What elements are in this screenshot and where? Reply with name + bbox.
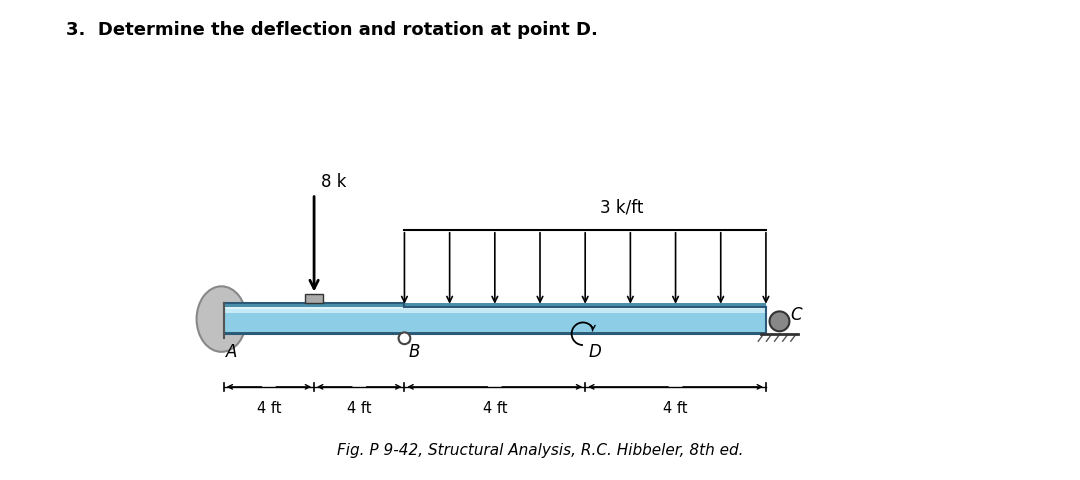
Text: 8 k: 8 k (321, 173, 347, 192)
Bar (305, 294, 323, 302)
Text: 3 k/ft: 3 k/ft (599, 198, 643, 216)
Text: Fig. P 9-42, Structural Analysis, R.C. Hibbeler, 8th ed.: Fig. P 9-42, Structural Analysis, R.C. H… (337, 443, 743, 457)
Bar (224, 332, 766, 334)
Bar (224, 307, 766, 332)
Bar (224, 307, 766, 309)
Text: 4 ft: 4 ft (663, 401, 688, 416)
Bar (404, 302, 766, 307)
Text: 4 ft: 4 ft (257, 401, 281, 416)
Ellipse shape (197, 286, 246, 352)
Text: C: C (791, 306, 802, 324)
Text: A: A (226, 343, 238, 361)
Bar (224, 307, 766, 313)
Circle shape (770, 312, 789, 331)
Text: 4 ft: 4 ft (483, 401, 508, 416)
Text: D: D (589, 343, 602, 361)
Bar (224, 302, 404, 307)
Bar (400, 334, 409, 342)
Text: B: B (409, 343, 420, 361)
Circle shape (399, 333, 410, 344)
Text: 4 ft: 4 ft (347, 401, 372, 416)
Text: 3.  Determine the deflection and rotation at point D.: 3. Determine the deflection and rotation… (66, 21, 597, 39)
